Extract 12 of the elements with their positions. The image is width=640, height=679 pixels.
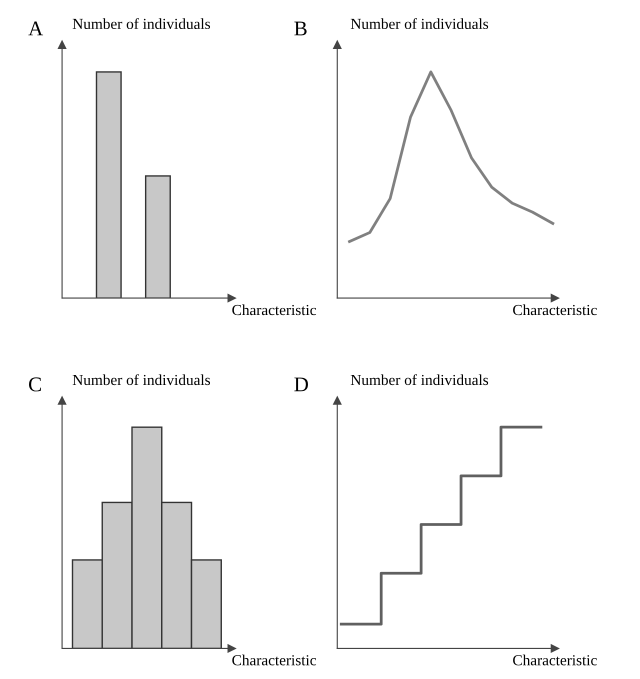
x-axis-title: Characteristic (232, 304, 316, 316)
chart-title: C (29, 377, 41, 392)
chart-title: A (28, 22, 44, 36)
x-axis-title: Characteristic (513, 654, 597, 666)
chart-title: B (294, 22, 307, 36)
x-axis-title: Characteristic (513, 304, 597, 316)
chart-title: D (294, 378, 308, 392)
y-axis-title: Number of individuals (350, 18, 488, 30)
y-axis-title: Number of individuals (72, 374, 210, 386)
y-axis-title: Number of individuals (350, 374, 488, 386)
y-axis-title: Number of individuals (72, 18, 210, 30)
x-axis-title: Characteristic (232, 654, 316, 666)
